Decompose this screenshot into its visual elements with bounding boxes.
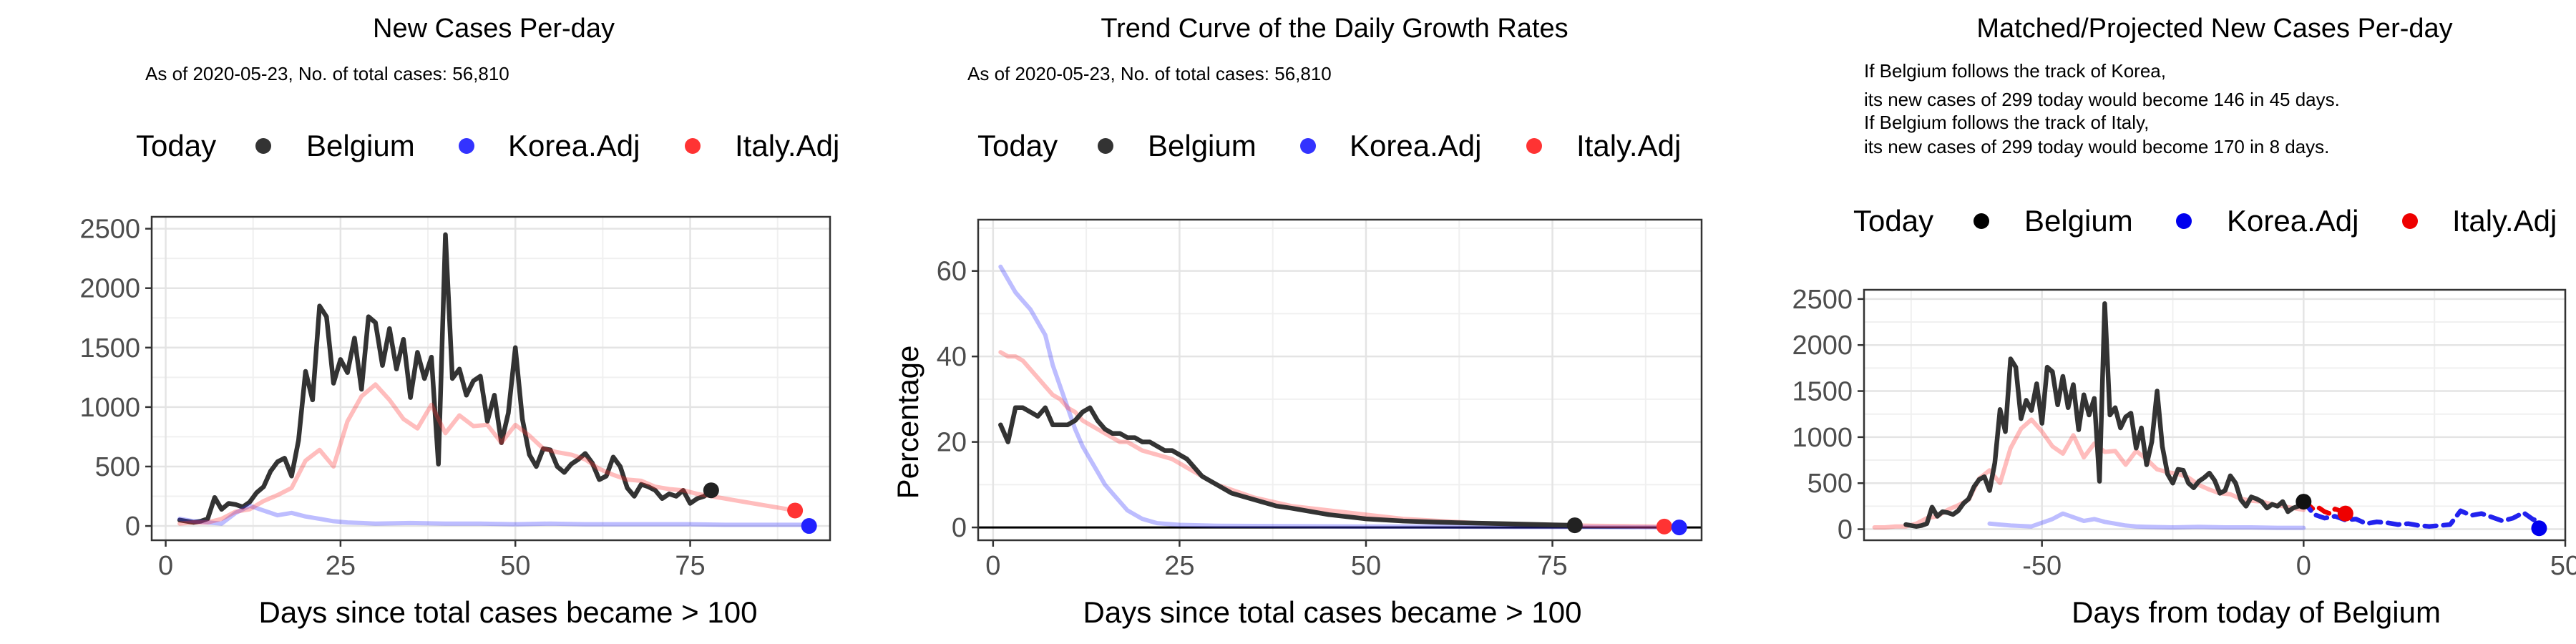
- panel-border: [1863, 288, 2567, 542]
- series-line-belgium: [998, 405, 1578, 528]
- legend: Today Belgium Korea.Adj Italy.Adj: [136, 129, 839, 162]
- chart-new-cases: New Cases Per-day As of 2020-05-23, No. …: [79, 14, 839, 629]
- today-point-italy-adj: [2337, 505, 2353, 522]
- today-point-italy-adj: [787, 502, 804, 519]
- series-line-belgium: [1903, 301, 2306, 529]
- chart-title: Trend Curve of the Daily Growth Rates: [1101, 14, 1568, 44]
- legend-label-korea: Korea.Adj: [1350, 129, 1481, 162]
- panel-border: [150, 215, 831, 542]
- annotation-line-1: If Belgium follows the track of Korea,: [1864, 60, 2166, 82]
- x-tick-label: -50: [2022, 551, 2062, 581]
- series-line-korea-adj: [998, 264, 1682, 530]
- chart-growth-rates: Trend Curve of the Daily Growth Rates As…: [891, 14, 1703, 629]
- annotation-line-2: its new cases of 299 today would become …: [1864, 89, 2340, 110]
- panel-background: [978, 220, 1702, 540]
- today-point-korea-adj: [1671, 519, 1687, 536]
- x-tick-label: 0: [158, 551, 173, 581]
- x-tick-label: 50: [1351, 551, 1381, 581]
- legend-marker-korea: [1300, 138, 1316, 154]
- y-tick-label: 1000: [79, 393, 140, 423]
- y-tick-label: 500: [1807, 469, 1853, 499]
- y-tick-label: 2000: [1792, 331, 1853, 361]
- legend-label-korea: Korea.Adj: [508, 129, 640, 162]
- y-tick-label: 60: [937, 257, 967, 287]
- y-tick-label: 1000: [1792, 423, 1853, 453]
- annotation-block: If Belgium follows the track of Korea, i…: [1864, 60, 2340, 157]
- series-line-korea-adj: [177, 503, 811, 527]
- chart-title: New Cases Per-day: [373, 14, 615, 44]
- y-tick-label: 2500: [79, 215, 140, 245]
- y-tick-label: 2500: [1792, 285, 1853, 315]
- chart-title: Matched/Projected New Cases Per-day: [1976, 14, 2452, 44]
- x-tick-label: 50: [500, 551, 530, 581]
- legend: Today Belgium Korea.Adj Italy.Adj: [1853, 204, 2557, 238]
- series-line-belgium: [177, 232, 714, 525]
- legend-label-italy: Italy.Adj: [2452, 204, 2557, 238]
- plot-area: 0 25 50 75 0 500 1000 1500 2000 2500: [79, 215, 831, 581]
- legend: Today Belgium Korea.Adj Italy.Adj: [977, 129, 1681, 162]
- y-tick-label: 1500: [79, 333, 140, 364]
- legend-title: Today: [1853, 204, 1933, 238]
- legend-label-korea: Korea.Adj: [2227, 204, 2358, 238]
- legend-marker-italy: [685, 138, 701, 154]
- legend-label-belgium: Belgium: [1148, 129, 1257, 162]
- legend-marker-korea: [2176, 213, 2192, 229]
- y-tick-label: 2000: [79, 274, 140, 304]
- x-tick-label: 25: [1164, 551, 1194, 581]
- panel-background: [1864, 290, 2565, 540]
- legend-label-italy: Italy.Adj: [1576, 129, 1681, 162]
- today-point-korea-adj: [2531, 520, 2547, 537]
- legend-marker-italy: [2402, 213, 2418, 229]
- y-tick-label: 500: [95, 452, 140, 482]
- today-point-korea-adj: [801, 518, 817, 535]
- y-tick-label: 0: [125, 512, 140, 542]
- chart-subtitle: As of 2020-05-23, No. of total cases: 56…: [145, 63, 509, 84]
- y-axis-label: Percentage: [891, 346, 924, 499]
- legend-marker-korea: [459, 138, 474, 154]
- series-line-korea-adj: [1987, 511, 2306, 530]
- y-tick-label: 0: [952, 513, 967, 543]
- annotation-line-3: If Belgium follows the track of Italy,: [1864, 112, 2149, 133]
- today-point-belgium: [703, 482, 719, 499]
- legend-label-belgium: Belgium: [306, 129, 415, 162]
- legend-marker-italy: [1526, 138, 1542, 154]
- panel-border: [977, 218, 1703, 542]
- x-tick-label: 50: [2550, 551, 2576, 581]
- annotation-line-4: its new cases of 299 today would become …: [1864, 136, 2329, 157]
- today-point-italy-adj: [1656, 518, 1672, 535]
- today-point-belgium: [2296, 494, 2312, 510]
- legend-marker-belgium: [255, 138, 271, 154]
- y-tick-label: 20: [937, 428, 967, 458]
- legend-marker-belgium: [1098, 138, 1113, 154]
- legend-title: Today: [977, 129, 1058, 162]
- plot-area: 0 25 50 75 0 20 40 60: [937, 218, 1703, 581]
- legend-label-belgium: Belgium: [2024, 204, 2133, 238]
- x-axis-label: Days from today of Belgium: [2072, 595, 2441, 629]
- x-tick-label: 25: [326, 551, 356, 581]
- series-line-italy-adj: [177, 382, 798, 526]
- x-tick-label: 0: [2296, 551, 2311, 581]
- x-tick-label: 75: [675, 551, 705, 581]
- x-axis-label: Days since total cases became > 100: [1083, 595, 1582, 629]
- y-tick-label: 0: [1838, 515, 1853, 545]
- x-tick-label: 0: [985, 551, 1000, 581]
- x-tick-label: 75: [1537, 551, 1567, 581]
- chart-subtitle: As of 2020-05-23, No. of total cases: 56…: [967, 63, 1332, 84]
- y-tick-label: 40: [937, 342, 967, 372]
- today-point-belgium: [1566, 517, 1583, 534]
- legend-title: Today: [136, 129, 216, 162]
- x-axis-label: Days since total cases became > 100: [259, 595, 758, 629]
- legend-marker-belgium: [1974, 213, 1989, 229]
- legend-label-italy: Italy.Adj: [735, 129, 839, 162]
- y-tick-label: 1500: [1792, 377, 1853, 407]
- chart-projected-cases: Matched/Projected New Cases Per-day If B…: [1792, 14, 2576, 629]
